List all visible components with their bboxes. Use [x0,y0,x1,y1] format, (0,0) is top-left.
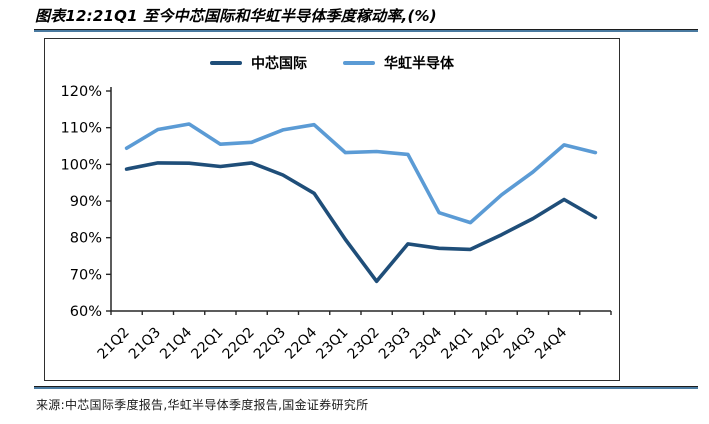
legend-item-huahong: 华虹半导体 [343,53,454,73]
x-axis-tick-label: 24Q3 [501,325,539,363]
y-axis-tick-label: 60% [70,304,102,320]
x-axis-tick-label: 23Q4 [407,324,445,362]
axis-spines [110,87,611,312]
chart-legend: 中芯国际 华虹半导体 [45,53,619,73]
x-axis-tick-label: 21Q4 [157,324,195,362]
x-axis-tick-label: 21Q2 [95,325,133,363]
y-axis-tick-label: 90% [70,194,102,210]
line-chart-plot: 120%110%100%90%80%70%60%21Q221Q321Q422Q1… [61,84,612,363]
y-axis-tick-label: 70% [70,267,102,283]
figure-title: 图表12:21Q1 至今中芯国际和华虹半导体季度稼动率,(%) [35,7,437,25]
huahong-line-swatch-icon [343,60,375,66]
top-divider-rule [34,29,698,32]
chart-frame: 中芯国际 华虹半导体 120% 110% 100% 90% 80% 70% 60% 21Q2 2… [44,38,620,381]
x-axis-tick-label: 22Q2 [220,325,258,363]
legend-label-huahong: 华虹半导体 [384,56,454,72]
y-axis-tick-label: 100% [61,157,102,173]
legend-label-smic: 中芯国际 [251,56,307,72]
bottom-divider-rule [34,386,698,389]
x-axis-tick-label: 23Q2 [345,325,383,363]
x-axis: 21Q221Q321Q422Q122Q222Q322Q423Q123Q223Q3… [95,311,612,363]
source-note: 来源:中芯国际季度报告,华虹半导体季度报告,国金证券研究所 [36,398,369,412]
x-axis-tick-label: 23Q1 [313,325,351,363]
y-axis-tick-label: 120% [61,84,102,100]
x-axis-tick-label: 22Q1 [188,325,226,363]
x-axis-tick-label: 23Q3 [376,325,414,363]
x-axis-tick-label: 24Q2 [470,325,508,363]
y-axis-tick-label: 80% [70,231,102,247]
y-axis: 120% 110% 100% 90% 80% 70% 60% [61,84,111,320]
x-axis-tick-label: 22Q3 [251,325,289,363]
x-axis-tick-label: 21Q3 [126,325,164,363]
x-axis-tick-label: 24Q1 [438,325,476,363]
x-axis-tick-label: 24Q4 [532,324,570,362]
x-axis-tick-label: 22Q4 [282,324,320,362]
series-line-smic [124,161,598,284]
smic-line-swatch-icon [210,60,242,66]
y-axis-tick-label: 110% [61,121,102,137]
legend-item-smic: 中芯国际 [210,53,307,73]
series-line-huahong [124,122,598,225]
